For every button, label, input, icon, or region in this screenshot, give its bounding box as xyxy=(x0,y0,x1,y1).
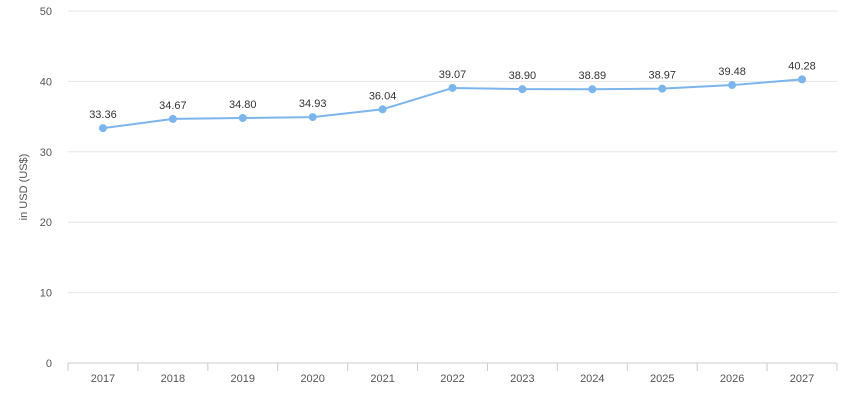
data-point[interactable] xyxy=(518,85,527,94)
y-axis-title: in USD (US$) xyxy=(18,154,30,221)
data-point[interactable] xyxy=(98,124,107,133)
data-point[interactable] xyxy=(798,75,807,84)
data-point[interactable] xyxy=(238,114,247,123)
x-tick-label: 2023 xyxy=(510,373,534,385)
y-tick-label: 0 xyxy=(46,358,52,370)
x-tick-label: 2020 xyxy=(300,373,324,385)
data-label: 38.97 xyxy=(648,70,676,82)
x-tick-label: 2024 xyxy=(580,373,604,385)
y-axis: 0 10 20 30 40 50 xyxy=(40,6,52,370)
data-point[interactable] xyxy=(308,113,317,122)
data-point[interactable] xyxy=(588,85,597,94)
x-axis: 2017 2018 2019 2020 2021 2022 2023 2024 2025 2026… xyxy=(67,362,838,385)
x-tick-label: 2025 xyxy=(650,373,674,385)
data-label: 40.28 xyxy=(788,60,816,72)
data-label: 34.67 xyxy=(159,100,187,112)
data-point[interactable] xyxy=(378,105,387,114)
y-gridlines xyxy=(68,10,837,294)
data-label: 33.36 xyxy=(89,109,117,121)
x-tick-label: 2026 xyxy=(720,373,744,385)
x-tick-label: 2027 xyxy=(790,373,814,385)
data-labels: 33.36 34.67 34.80 34.93 36.04 39.07 38.90 38.89… xyxy=(89,60,816,121)
x-tick-label: 2018 xyxy=(161,373,185,385)
y-tick-label: 30 xyxy=(40,147,52,159)
data-label: 39.07 xyxy=(439,69,467,81)
x-tick-label: 2019 xyxy=(231,373,255,385)
y-tick-label: 40 xyxy=(40,76,52,88)
data-point[interactable] xyxy=(658,84,667,93)
x-tick-label: 2022 xyxy=(440,373,464,385)
series-group xyxy=(98,75,807,133)
data-point[interactable] xyxy=(448,83,457,92)
data-label: 36.04 xyxy=(369,90,397,102)
x-tick-label: 2017 xyxy=(91,373,115,385)
data-point[interactable] xyxy=(728,81,737,90)
data-label: 39.48 xyxy=(718,66,746,78)
data-point[interactable] xyxy=(168,114,177,123)
data-label: 34.80 xyxy=(229,99,257,111)
y-tick-label: 20 xyxy=(40,217,52,229)
y-tick-label: 50 xyxy=(40,6,52,18)
data-label: 38.90 xyxy=(509,70,537,82)
y-tick-label: 10 xyxy=(40,288,52,300)
x-tick-label: 2021 xyxy=(370,373,394,385)
data-label: 38.89 xyxy=(579,70,607,82)
data-label: 34.93 xyxy=(299,98,327,110)
